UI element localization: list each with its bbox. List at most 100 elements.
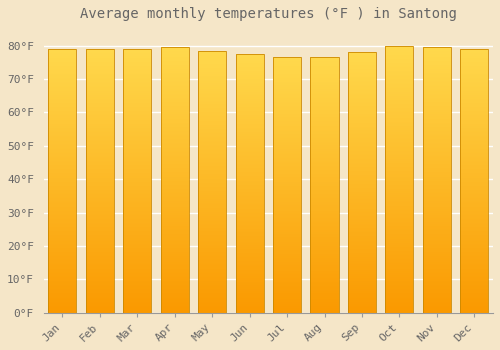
Bar <box>348 293 376 294</box>
Bar <box>198 263 226 264</box>
Bar <box>236 253 264 254</box>
Bar <box>236 99 264 100</box>
Bar <box>386 63 413 64</box>
Bar <box>48 77 76 78</box>
Bar <box>48 271 76 272</box>
Bar <box>160 111 189 112</box>
Bar <box>160 136 189 138</box>
Bar <box>423 266 451 267</box>
Bar <box>273 200 301 202</box>
Bar <box>198 220 226 221</box>
Bar <box>198 127 226 128</box>
Bar <box>348 122 376 124</box>
Bar <box>198 120 226 121</box>
Bar <box>348 289 376 290</box>
Bar <box>348 290 376 292</box>
Bar <box>86 301 114 302</box>
Bar <box>423 152 451 154</box>
Bar <box>460 140 488 141</box>
Bar <box>160 132 189 134</box>
Bar <box>348 266 376 267</box>
Bar <box>423 60 451 61</box>
Bar <box>160 149 189 151</box>
Bar <box>48 298 76 300</box>
Bar <box>460 244 488 245</box>
Bar <box>160 116 189 118</box>
Bar <box>386 307 413 309</box>
Bar <box>236 254 264 256</box>
Bar <box>460 74 488 76</box>
Bar <box>423 220 451 221</box>
Bar <box>423 70 451 71</box>
Bar <box>160 85 189 86</box>
Bar <box>460 107 488 108</box>
Bar <box>48 49 76 313</box>
Bar <box>460 112 488 114</box>
Bar <box>236 229 264 230</box>
Bar <box>423 257 451 258</box>
Bar <box>460 285 488 286</box>
Bar <box>348 172 376 173</box>
Bar <box>123 165 152 166</box>
Bar <box>86 154 114 156</box>
Bar <box>86 86 114 87</box>
Bar <box>48 289 76 290</box>
Bar <box>236 106 264 107</box>
Bar <box>310 297 338 299</box>
Bar <box>198 100 226 102</box>
Bar <box>160 229 189 230</box>
Bar <box>386 282 413 283</box>
Bar <box>273 271 301 272</box>
Bar <box>123 297 152 298</box>
Bar <box>386 123 413 125</box>
Bar <box>273 290 301 291</box>
Bar <box>460 292 488 293</box>
Bar <box>348 175 376 176</box>
Bar <box>273 259 301 260</box>
Bar <box>160 272 189 273</box>
Bar <box>160 98 189 99</box>
Bar <box>310 115 338 116</box>
Bar <box>160 120 189 122</box>
Bar <box>123 100 152 102</box>
Bar <box>123 259 152 260</box>
Bar <box>273 267 301 268</box>
Bar <box>123 120 152 121</box>
Bar <box>160 158 189 159</box>
Bar <box>310 264 338 265</box>
Bar <box>310 288 338 290</box>
Bar <box>86 293 114 294</box>
Bar <box>310 208 338 209</box>
Bar <box>386 190 413 191</box>
Bar <box>48 220 76 222</box>
Bar <box>460 269 488 271</box>
Bar <box>236 218 264 219</box>
Bar <box>423 275 451 277</box>
Bar <box>198 167 226 169</box>
Bar <box>86 166 114 168</box>
Bar <box>273 122 301 124</box>
Bar <box>123 278 152 280</box>
Bar <box>160 47 189 313</box>
Bar <box>423 154 451 155</box>
Bar <box>198 280 226 281</box>
Bar <box>236 238 264 239</box>
Bar <box>386 254 413 255</box>
Bar <box>236 232 264 234</box>
Bar <box>460 104 488 106</box>
Bar <box>460 256 488 257</box>
Bar <box>386 51 413 52</box>
Bar <box>198 132 226 133</box>
Bar <box>348 258 376 259</box>
Bar <box>348 276 376 278</box>
Bar <box>48 311 76 313</box>
Bar <box>236 284 264 286</box>
Bar <box>123 154 152 156</box>
Bar <box>123 139 152 140</box>
Bar <box>273 129 301 130</box>
Bar <box>310 133 338 134</box>
Bar <box>86 144 114 145</box>
Bar <box>460 58 488 60</box>
Bar <box>273 138 301 139</box>
Bar <box>86 174 114 176</box>
